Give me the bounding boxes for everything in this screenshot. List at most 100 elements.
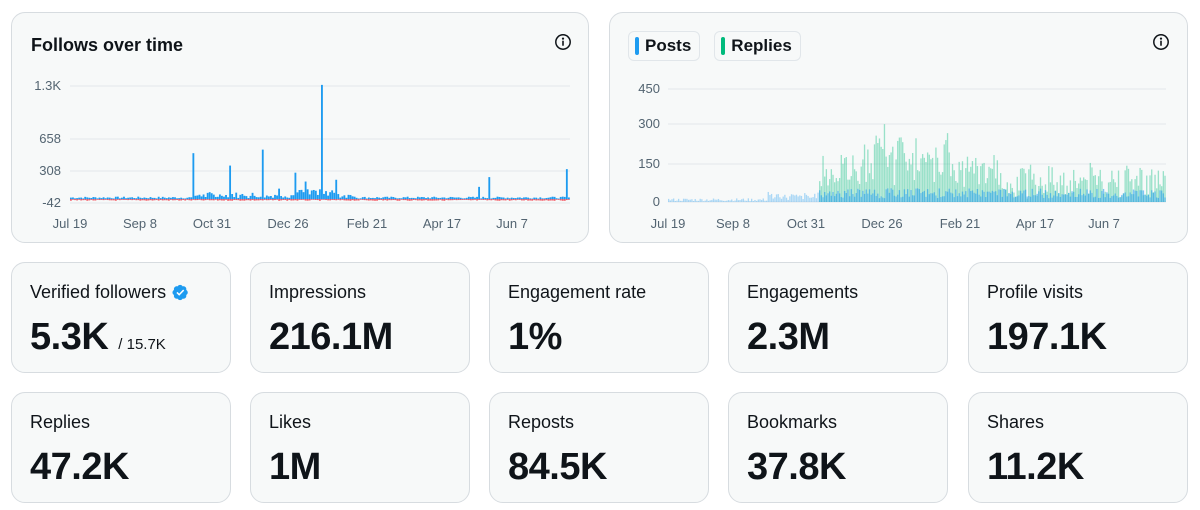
unfollows-bar bbox=[441, 199, 443, 200]
posts-bar bbox=[1085, 196, 1086, 202]
posts-bar bbox=[1058, 193, 1059, 202]
unfollows-bar bbox=[480, 199, 482, 200]
unfollows-bar bbox=[499, 199, 501, 200]
unfollows-bar bbox=[425, 199, 427, 200]
unfollows-bar bbox=[392, 199, 394, 200]
unfollows-bar bbox=[174, 199, 176, 200]
posts-bar bbox=[819, 190, 820, 202]
unfollows-bar bbox=[511, 199, 513, 200]
unfollows-bar bbox=[286, 199, 288, 200]
unfollows-bar bbox=[535, 199, 537, 200]
y-tick-label: 658 bbox=[39, 131, 61, 146]
follows-bar bbox=[127, 198, 129, 200]
posts-bar bbox=[748, 198, 749, 202]
posts-bar bbox=[791, 194, 792, 202]
posts-bar bbox=[802, 199, 803, 202]
posts-bar bbox=[1095, 197, 1096, 202]
follows-bar bbox=[343, 195, 345, 199]
follows-bar bbox=[454, 198, 456, 200]
follows-bar bbox=[223, 197, 225, 200]
unfollows-bar bbox=[115, 199, 117, 200]
posts-bar bbox=[1061, 194, 1062, 202]
follows-bar bbox=[311, 190, 313, 199]
posts-bar bbox=[768, 192, 769, 202]
follows-bar bbox=[237, 198, 239, 199]
stat-card-reposts[interactable]: Reposts 84.5K bbox=[489, 392, 709, 503]
follows-bar bbox=[113, 198, 115, 199]
unfollows-bar bbox=[84, 199, 86, 200]
posts-bar bbox=[774, 197, 775, 202]
stat-label: Bookmarks bbox=[747, 412, 837, 433]
unfollows-bar bbox=[264, 199, 266, 200]
unfollows-bar bbox=[466, 199, 468, 200]
posts-bar bbox=[950, 193, 951, 202]
unfollows-bar bbox=[335, 199, 337, 200]
posts-bar bbox=[856, 193, 857, 202]
posts-bar bbox=[728, 200, 729, 202]
follows-bar bbox=[154, 198, 156, 199]
unfollows-bar bbox=[372, 199, 374, 200]
posts-bar bbox=[1033, 195, 1034, 202]
follows-bar bbox=[543, 198, 545, 199]
follows-bar bbox=[423, 197, 425, 199]
stat-card-engagements[interactable]: Engagements 2.3M bbox=[728, 262, 948, 373]
posts-bar bbox=[766, 201, 767, 202]
posts-bar bbox=[834, 196, 835, 202]
stat-card-verified-followers[interactable]: Verified followers 5.3K / 15.7K bbox=[11, 262, 231, 373]
y-tick-label: 308 bbox=[39, 163, 61, 178]
stat-card-profile-visits[interactable]: Profile visits 197.1K bbox=[968, 262, 1188, 373]
follows-bar bbox=[429, 198, 431, 199]
stat-card-impressions[interactable]: Impressions 216.1M bbox=[250, 262, 470, 373]
unfollows-bar bbox=[446, 199, 448, 200]
unfollows-bar bbox=[125, 199, 127, 200]
unfollows-bar bbox=[276, 199, 278, 200]
unfollows-bar bbox=[221, 199, 223, 200]
unfollows-bar bbox=[529, 199, 531, 200]
posts-bar bbox=[1070, 197, 1071, 202]
posts-bar bbox=[776, 194, 777, 202]
posts-bar bbox=[857, 189, 858, 202]
posts-bar bbox=[1139, 190, 1140, 202]
follows-bar bbox=[443, 197, 445, 199]
posts-bar bbox=[885, 189, 886, 202]
stat-value-text: 5.3K bbox=[30, 316, 108, 358]
stat-card-shares[interactable]: Shares 11.2K bbox=[968, 392, 1188, 503]
unfollows-bar bbox=[164, 199, 166, 200]
follows-bar bbox=[135, 198, 137, 199]
follows-bar bbox=[411, 198, 413, 199]
posts-bar bbox=[1081, 195, 1082, 202]
posts-bar bbox=[809, 198, 810, 202]
unfollows-bar bbox=[439, 199, 441, 200]
posts-bar bbox=[731, 199, 732, 202]
unfollows-bar bbox=[246, 199, 248, 200]
posts-bar bbox=[696, 201, 697, 202]
follows-bar bbox=[76, 198, 78, 199]
follows-bar bbox=[519, 197, 521, 199]
posts-bar bbox=[942, 196, 943, 202]
follows-bar bbox=[94, 197, 96, 199]
follows-bar bbox=[209, 192, 211, 199]
posts-bar bbox=[827, 193, 828, 202]
unfollows-bar bbox=[205, 199, 207, 200]
posts-bar bbox=[739, 200, 740, 202]
stat-card-likes[interactable]: Likes 1M bbox=[250, 392, 470, 503]
posts-bar bbox=[754, 200, 755, 202]
follows-bar bbox=[533, 198, 535, 200]
unfollows-bar bbox=[111, 199, 113, 200]
stat-value: 5.3K/ 15.7K bbox=[30, 316, 166, 359]
unfollows-bar bbox=[168, 199, 170, 200]
stat-card-replies[interactable]: Replies 47.2K bbox=[11, 392, 231, 503]
stat-card-bookmarks[interactable]: Bookmarks 37.8K bbox=[728, 392, 948, 503]
posts-bar bbox=[869, 189, 870, 202]
follows-bar bbox=[184, 198, 186, 199]
stat-card-engagement-rate[interactable]: Engagement rate 1% bbox=[489, 262, 709, 373]
follows-bar bbox=[152, 198, 154, 199]
follows-bar bbox=[186, 198, 188, 200]
follows-bar bbox=[160, 198, 162, 199]
posts-bar bbox=[678, 199, 679, 202]
posts-bar bbox=[812, 197, 813, 202]
unfollows-bar bbox=[370, 199, 372, 200]
posts-bar bbox=[804, 193, 805, 202]
follows-bar bbox=[162, 197, 164, 199]
stat-label: Engagements bbox=[747, 282, 858, 303]
